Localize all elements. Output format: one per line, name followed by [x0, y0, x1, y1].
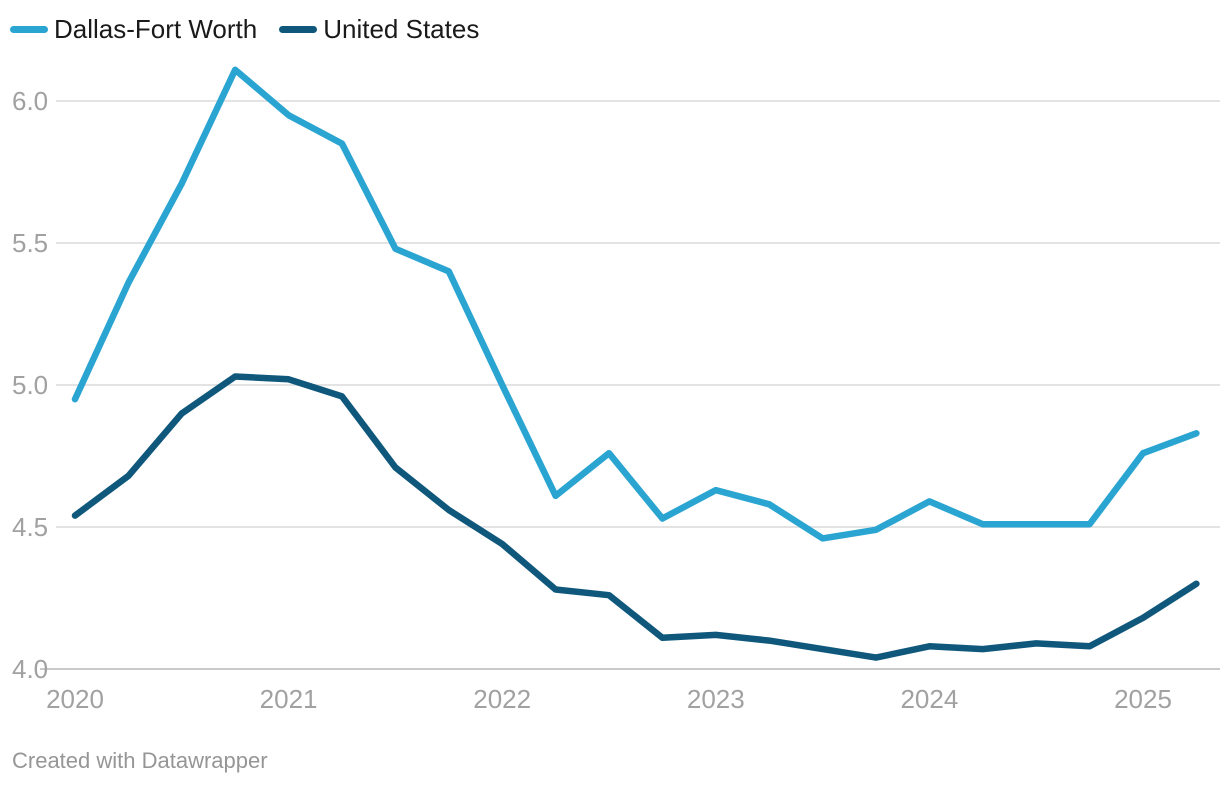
- y-tick-label: 5.0: [12, 370, 48, 400]
- legend-swatch-icon: [10, 25, 48, 33]
- us-line: [71, 373, 1200, 661]
- y-tick-label: 5.5: [12, 228, 48, 258]
- y-tick-label: 6.0: [12, 86, 48, 116]
- attribution-text: Created with Datawrapper: [12, 748, 268, 773]
- legend-swatch-icon: [279, 25, 318, 33]
- x-tick-label: 2022: [473, 684, 531, 714]
- y-tick-label: 4.0: [12, 654, 48, 684]
- x-tick-label: 2021: [260, 684, 318, 714]
- x-tick-label: 2020: [46, 684, 104, 714]
- legend-label: Dallas-Fort Worth: [54, 14, 258, 44]
- legend-item-united-states: United States: [279, 16, 479, 42]
- y-tick-label: 4.5: [12, 512, 48, 542]
- legend-label: United States: [323, 14, 480, 44]
- x-tick-label: 2024: [900, 684, 958, 714]
- legend-item-dallas-fort-worth: Dallas-Fort Worth: [10, 16, 257, 42]
- legend: Dallas-Fort Worth United States: [10, 16, 479, 42]
- dfw-line: [71, 66, 1200, 542]
- x-tick-label: 2025: [1114, 684, 1172, 714]
- x-tick-label: 2023: [687, 684, 745, 714]
